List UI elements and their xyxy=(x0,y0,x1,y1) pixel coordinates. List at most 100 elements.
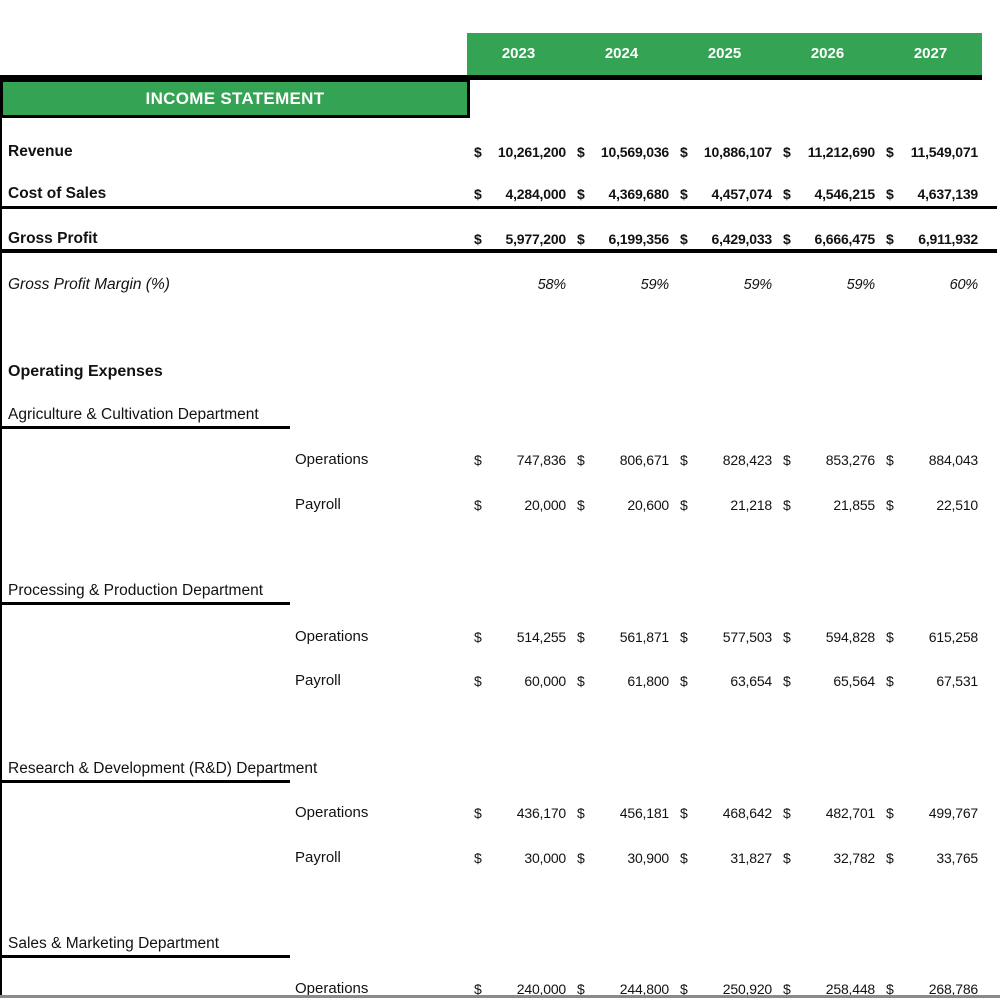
cell-agri-pay-2024[interactable]: $20,600 xyxy=(570,490,673,520)
cell-cos-2027[interactable]: $4,637,139 xyxy=(879,179,982,209)
cell-agri-pay-2023[interactable]: $20,000 xyxy=(467,490,570,520)
cell-amount: 31,827 xyxy=(730,850,772,866)
cell-proc-pay-2023[interactable]: $60,000 xyxy=(467,666,570,696)
cell-amount: 67,531 xyxy=(936,673,978,689)
cell-proc-pay-2024[interactable]: $61,800 xyxy=(570,666,673,696)
cell-agri-ops-2025[interactable]: $828,423 xyxy=(673,445,776,475)
cell-agri-ops-2027[interactable]: $884,043 xyxy=(879,445,982,475)
cost-of-sales-label[interactable]: Cost of Sales xyxy=(8,185,107,202)
cell-amount: 482,701 xyxy=(825,805,875,821)
agriculture-payroll-row: Payroll $20,000 $20,600 $21,218 $21,855 … xyxy=(0,490,1000,520)
cell-proc-ops-2024[interactable]: $561,871 xyxy=(570,622,673,652)
cell-sm-ops-2024[interactable]: $244,800 xyxy=(570,974,673,1004)
cell-gpm-2026[interactable]: 59% xyxy=(776,270,879,300)
currency-symbol: $ xyxy=(886,497,894,513)
page-title: INCOME STATEMENT xyxy=(145,88,325,108)
cell-amount: 10,886,107 xyxy=(703,144,772,160)
cell-rd-pay-2023[interactable]: $30,000 xyxy=(467,843,570,873)
sales-marketing-dept-header[interactable]: Sales & Marketing Department xyxy=(8,935,220,952)
cell-proc-pay-2026[interactable]: $65,564 xyxy=(776,666,879,696)
currency-symbol: $ xyxy=(886,850,894,866)
currency-symbol: $ xyxy=(474,452,482,468)
cell-rd-ops-2024[interactable]: $456,181 xyxy=(570,798,673,828)
cell-cos-2026[interactable]: $4,546,215 xyxy=(776,179,879,209)
cell-cos-2023[interactable]: $4,284,000 xyxy=(467,179,570,209)
cell-gpm-2025[interactable]: 59% xyxy=(673,270,776,300)
cell-amount: 20,000 xyxy=(524,497,566,513)
cell-agri-pay-2027[interactable]: $22,510 xyxy=(879,490,982,520)
cell-cos-2025[interactable]: $4,457,074 xyxy=(673,179,776,209)
operating-expenses-header-row: Operating Expenses xyxy=(0,357,1000,387)
gross-profit-values: $5,977,200 $6,199,356 $6,429,033 $6,666,… xyxy=(467,224,982,254)
cell-sm-ops-2025[interactable]: $250,920 xyxy=(673,974,776,1004)
cell-sm-ops-2026[interactable]: $258,448 xyxy=(776,974,879,1004)
year-header-2026[interactable]: 2026 xyxy=(810,45,845,62)
payroll-label[interactable]: Payroll xyxy=(295,672,341,689)
cell-amount: 561,871 xyxy=(619,629,669,645)
payroll-label[interactable]: Payroll xyxy=(295,496,341,513)
cell-amount: 244,800 xyxy=(619,981,669,997)
cell-amount: 577,503 xyxy=(722,629,772,645)
year-header-2027[interactable]: 2027 xyxy=(913,45,948,62)
year-header-2023[interactable]: 2023 xyxy=(501,45,536,62)
operations-label[interactable]: Operations xyxy=(295,804,369,821)
operations-label[interactable]: Operations xyxy=(295,628,369,645)
cell-rd-pay-2027[interactable]: $33,765 xyxy=(879,843,982,873)
cell-proc-ops-2026[interactable]: $594,828 xyxy=(776,622,879,652)
cell-revenue-2024[interactable]: $10,569,036 xyxy=(570,137,673,167)
year-header-2025[interactable]: 2025 xyxy=(707,45,742,62)
cell-agri-pay-2025[interactable]: $21,218 xyxy=(673,490,776,520)
cell-agri-pay-2026[interactable]: $21,855 xyxy=(776,490,879,520)
operations-label[interactable]: Operations xyxy=(295,451,369,468)
cell-revenue-2023[interactable]: $10,261,200 xyxy=(467,137,570,167)
cell-gp-2025[interactable]: $6,429,033 xyxy=(673,224,776,254)
cell-proc-ops-2023[interactable]: $514,255 xyxy=(467,622,570,652)
cell-proc-ops-2025[interactable]: $577,503 xyxy=(673,622,776,652)
processing-dept-header[interactable]: Processing & Production Department xyxy=(8,582,264,599)
cell-agri-ops-2023[interactable]: $747,836 xyxy=(467,445,570,475)
cell-rd-ops-2025[interactable]: $468,642 xyxy=(673,798,776,828)
cell-gp-2023[interactable]: $5,977,200 xyxy=(467,224,570,254)
cell-proc-pay-2027[interactable]: $67,531 xyxy=(879,666,982,696)
cell-rd-ops-2023[interactable]: $436,170 xyxy=(467,798,570,828)
rd-dept-header[interactable]: Research & Development (R&D) Department xyxy=(8,760,318,777)
cell-sm-ops-2027[interactable]: $268,786 xyxy=(879,974,982,1004)
cell-rd-pay-2024[interactable]: $30,900 xyxy=(570,843,673,873)
cell-proc-ops-2027[interactable]: $615,258 xyxy=(879,622,982,652)
cell-proc-pay-2025[interactable]: $63,654 xyxy=(673,666,776,696)
gross-profit-margin-label[interactable]: Gross Profit Margin (%) xyxy=(8,276,170,293)
cell-percent: 58% xyxy=(537,277,567,293)
cell-rd-ops-2026[interactable]: $482,701 xyxy=(776,798,879,828)
cell-rd-ops-2027[interactable]: $499,767 xyxy=(879,798,982,828)
cell-revenue-2025[interactable]: $10,886,107 xyxy=(673,137,776,167)
payroll-label[interactable]: Payroll xyxy=(295,849,341,866)
cell-rd-pay-2026[interactable]: $32,782 xyxy=(776,843,879,873)
currency-symbol: $ xyxy=(783,981,791,997)
sales-marketing-operations-values: $240,000 $244,800 $250,920 $258,448 $268… xyxy=(467,974,982,1004)
cell-rd-pay-2025[interactable]: $31,827 xyxy=(673,843,776,873)
revenue-label[interactable]: Revenue xyxy=(8,143,73,160)
cell-cos-2024[interactable]: $4,369,680 xyxy=(570,179,673,209)
operating-expenses-header[interactable]: Operating Expenses xyxy=(8,363,163,380)
cell-gpm-2023[interactable]: 58% xyxy=(467,270,570,300)
cell-revenue-2026[interactable]: $11,212,690 xyxy=(776,137,879,167)
cell-gp-2026[interactable]: $6,666,475 xyxy=(776,224,879,254)
rd-payroll-row: Payroll $30,000 $30,900 $31,827 $32,782 … xyxy=(0,843,1000,873)
cell-gpm-2024[interactable]: 59% xyxy=(570,270,673,300)
operations-label[interactable]: Operations xyxy=(295,980,369,997)
year-header-2024[interactable]: 2024 xyxy=(604,45,639,62)
cell-amount: 21,218 xyxy=(730,497,772,513)
cell-agri-ops-2026[interactable]: $853,276 xyxy=(776,445,879,475)
currency-symbol: $ xyxy=(680,144,688,160)
cell-gp-2027[interactable]: $6,911,932 xyxy=(879,224,982,254)
gross-profit-label[interactable]: Gross Profit xyxy=(8,230,98,247)
cell-revenue-2027[interactable]: $11,549,071 xyxy=(879,137,982,167)
cell-agri-ops-2024[interactable]: $806,671 xyxy=(570,445,673,475)
currency-symbol: $ xyxy=(474,805,482,821)
agriculture-dept-header[interactable]: Agriculture & Cultivation Department xyxy=(8,406,259,423)
cell-gp-2024[interactable]: $6,199,356 xyxy=(570,224,673,254)
cell-sm-ops-2023[interactable]: $240,000 xyxy=(467,974,570,1004)
sales-marketing-dept-header-row: Sales & Marketing Department xyxy=(0,929,1000,959)
cell-gpm-2027[interactable]: 60% xyxy=(879,270,982,300)
cell-amount: 594,828 xyxy=(825,629,875,645)
